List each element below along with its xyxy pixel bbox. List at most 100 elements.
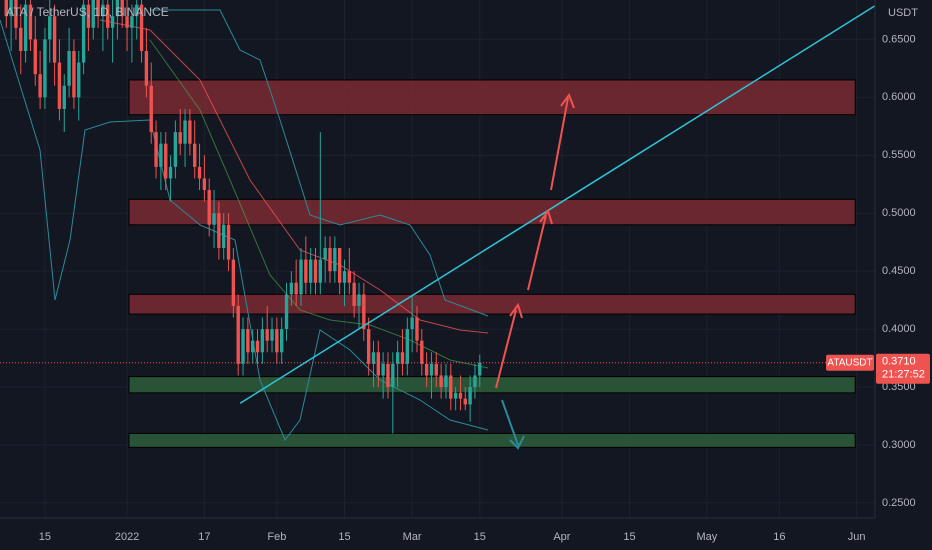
candle-body <box>458 392 463 399</box>
candle-body <box>439 375 443 388</box>
candle-body <box>366 329 371 364</box>
candle-body <box>217 213 221 248</box>
arrows <box>495 92 575 450</box>
y-tick-label: 0.4000 <box>882 323 916 335</box>
candle-body <box>395 352 400 364</box>
candle-body <box>381 363 385 376</box>
candle-body <box>197 166 202 179</box>
candle-body <box>154 132 158 167</box>
x-tick-label: 15 <box>623 531 635 543</box>
candle-body <box>202 178 207 191</box>
candle-body <box>260 329 265 353</box>
candle-body <box>193 143 197 167</box>
price-label-box <box>876 353 930 384</box>
candle-body <box>81 4 86 63</box>
candle-body <box>231 259 236 306</box>
candle-body <box>164 143 168 179</box>
moving-average <box>149 39 489 369</box>
candle-body <box>347 271 352 283</box>
candle-body <box>318 259 323 283</box>
y-unit: USDT <box>888 7 918 19</box>
candle-body <box>120 0 124 17</box>
candle-body <box>48 16 52 40</box>
candle-body <box>444 375 448 388</box>
trendline <box>239 5 875 404</box>
x-tick-label: 15 <box>338 531 350 543</box>
x-tick-label: 15 <box>39 531 51 543</box>
candle-body <box>391 363 395 388</box>
countdown: 21:27:52 <box>882 369 925 381</box>
zone <box>128 79 856 116</box>
chart-title: ATA / TetherUS, 1D, BINANCE <box>6 5 169 19</box>
x-tick-label: Jun <box>848 531 866 543</box>
zone <box>128 432 856 448</box>
candle-body <box>362 294 366 330</box>
candle-body <box>168 166 173 179</box>
candle-body <box>106 4 110 28</box>
zone <box>128 376 856 394</box>
candle-body <box>57 62 62 109</box>
candle-body <box>149 85 153 133</box>
upper-band <box>150 9 489 317</box>
candle-body <box>434 363 438 376</box>
candle-body <box>299 259 303 295</box>
candle-body <box>236 305 240 364</box>
y-tick-label: 0.6500 <box>882 33 916 45</box>
candle-body <box>284 294 289 330</box>
candle-body <box>188 120 192 144</box>
candle-body <box>420 340 424 364</box>
candle-body <box>77 62 81 98</box>
candle-body <box>178 132 182 144</box>
candle-body <box>72 50 76 98</box>
candle-body <box>28 4 33 40</box>
candle-body <box>270 329 274 341</box>
candle-body <box>33 39 37 75</box>
y-tick-label: 0.3000 <box>882 439 916 451</box>
candle-body <box>294 282 298 295</box>
candle-body <box>4 0 8 17</box>
candle-body <box>52 16 57 63</box>
candle-body <box>328 247 332 272</box>
candle-body <box>371 352 376 364</box>
x-tick-label: 17 <box>198 531 210 543</box>
candle-body <box>139 4 144 51</box>
candle-body <box>207 190 211 225</box>
x-tick-label: 2022 <box>115 531 139 543</box>
zones <box>128 79 856 448</box>
x-tick-label: 15 <box>474 531 486 543</box>
candle-body <box>473 375 477 388</box>
candle-body <box>14 0 18 28</box>
candle-body <box>110 16 115 28</box>
candle-body <box>144 50 149 86</box>
candle-body <box>410 317 414 330</box>
candle-body <box>222 224 226 248</box>
candle-body <box>96 0 100 17</box>
candle-body <box>183 120 187 144</box>
y-tick-label: 0.5000 <box>882 207 916 219</box>
y-tick-label: 0.6000 <box>882 91 916 103</box>
y-tick-label: 0.2500 <box>882 497 916 509</box>
candle-body <box>304 259 308 283</box>
candle-body <box>86 4 91 28</box>
candle-body <box>255 340 260 353</box>
x-tick-label: Apr <box>553 531 570 543</box>
indicators <box>0 9 489 441</box>
candle-body <box>308 259 313 283</box>
candle-body <box>159 143 163 167</box>
candle-body <box>130 16 134 28</box>
candle-body <box>19 27 23 51</box>
candle-body <box>265 329 269 341</box>
zone <box>128 293 856 315</box>
candle-body <box>241 329 245 364</box>
candle-body <box>376 352 381 376</box>
candle-body <box>352 282 356 306</box>
candle-body <box>226 224 231 260</box>
arrow <box>501 399 525 450</box>
candle-body <box>212 213 216 225</box>
candle-body <box>38 74 42 98</box>
candle-body <box>313 259 318 283</box>
candle-body <box>453 392 458 399</box>
candle-body <box>337 247 342 283</box>
candle-body <box>463 398 467 405</box>
